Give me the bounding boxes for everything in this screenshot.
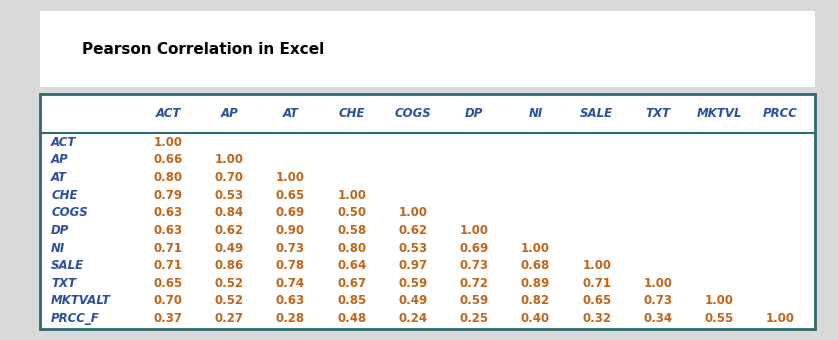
Text: 1.00: 1.00	[705, 294, 734, 307]
Text: AT: AT	[282, 107, 298, 120]
Text: 0.70: 0.70	[215, 171, 244, 184]
Text: 0.62: 0.62	[398, 224, 427, 237]
Text: 1.00: 1.00	[766, 312, 795, 325]
Text: 0.28: 0.28	[276, 312, 305, 325]
Text: 1.00: 1.00	[337, 189, 366, 202]
Text: 0.63: 0.63	[153, 206, 183, 219]
Text: 0.89: 0.89	[521, 277, 550, 290]
Text: 0.65: 0.65	[153, 277, 183, 290]
Text: NI: NI	[529, 107, 543, 120]
Text: 0.73: 0.73	[276, 241, 305, 255]
Text: 0.74: 0.74	[276, 277, 305, 290]
Text: 1.00: 1.00	[582, 259, 611, 272]
Text: 0.49: 0.49	[215, 241, 244, 255]
Text: DP: DP	[51, 224, 70, 237]
Text: 0.84: 0.84	[215, 206, 244, 219]
Text: 0.52: 0.52	[215, 277, 244, 290]
Text: 0.86: 0.86	[215, 259, 244, 272]
Text: 0.82: 0.82	[521, 294, 550, 307]
Text: PRCC_F: PRCC_F	[51, 312, 100, 325]
FancyBboxPatch shape	[40, 11, 815, 87]
Text: 0.69: 0.69	[459, 241, 489, 255]
Text: 0.65: 0.65	[276, 189, 305, 202]
Text: 0.52: 0.52	[215, 294, 244, 307]
Text: 0.63: 0.63	[153, 224, 183, 237]
Text: 0.25: 0.25	[460, 312, 489, 325]
Text: MKTVALT: MKTVALT	[51, 294, 111, 307]
Text: SALE: SALE	[580, 107, 613, 120]
Text: Pearson Correlation in Excel: Pearson Correlation in Excel	[82, 41, 324, 56]
Text: 0.65: 0.65	[582, 294, 612, 307]
Text: 0.32: 0.32	[582, 312, 611, 325]
Text: 0.59: 0.59	[398, 277, 427, 290]
Text: 0.73: 0.73	[460, 259, 489, 272]
Text: MKTVL: MKTVL	[696, 107, 742, 120]
Text: AP: AP	[220, 107, 238, 120]
Text: 0.71: 0.71	[153, 241, 183, 255]
Text: 1.00: 1.00	[521, 241, 550, 255]
Text: COGS: COGS	[395, 107, 432, 120]
Text: 0.64: 0.64	[337, 259, 366, 272]
Text: 0.80: 0.80	[153, 171, 183, 184]
Text: NI: NI	[51, 241, 65, 255]
Text: 0.53: 0.53	[215, 189, 244, 202]
Text: 1.00: 1.00	[399, 206, 427, 219]
Text: 1.00: 1.00	[460, 224, 489, 237]
Text: 0.40: 0.40	[521, 312, 550, 325]
Text: 0.90: 0.90	[276, 224, 305, 237]
Text: 0.68: 0.68	[521, 259, 550, 272]
Text: PRCC: PRCC	[763, 107, 798, 120]
Text: 0.34: 0.34	[644, 312, 673, 325]
Text: COGS: COGS	[51, 206, 88, 219]
Text: AP: AP	[51, 153, 69, 166]
Text: SALE: SALE	[51, 259, 85, 272]
Text: 0.80: 0.80	[337, 241, 366, 255]
Text: 0.49: 0.49	[398, 294, 427, 307]
Text: 1.00: 1.00	[644, 277, 673, 290]
Text: 0.67: 0.67	[337, 277, 366, 290]
Text: 0.70: 0.70	[153, 294, 183, 307]
Text: TXT: TXT	[645, 107, 670, 120]
Text: 0.27: 0.27	[215, 312, 244, 325]
Text: 0.71: 0.71	[582, 277, 611, 290]
Text: 0.37: 0.37	[153, 312, 183, 325]
Text: ACT: ACT	[155, 107, 181, 120]
Text: 0.69: 0.69	[276, 206, 305, 219]
Text: 0.63: 0.63	[276, 294, 305, 307]
Text: 0.53: 0.53	[398, 241, 427, 255]
Text: 0.62: 0.62	[215, 224, 244, 237]
Text: 0.97: 0.97	[398, 259, 427, 272]
FancyBboxPatch shape	[40, 94, 815, 329]
Text: 0.71: 0.71	[153, 259, 183, 272]
Text: CHE: CHE	[339, 107, 365, 120]
Text: 1.00: 1.00	[153, 136, 183, 149]
Text: 0.73: 0.73	[644, 294, 673, 307]
Text: 0.78: 0.78	[276, 259, 305, 272]
Text: 0.24: 0.24	[398, 312, 427, 325]
Text: 0.85: 0.85	[337, 294, 366, 307]
Text: 1.00: 1.00	[276, 171, 305, 184]
Text: CHE: CHE	[51, 189, 78, 202]
Text: 0.58: 0.58	[337, 224, 366, 237]
Text: 0.79: 0.79	[153, 189, 183, 202]
Text: 0.55: 0.55	[705, 312, 734, 325]
Text: 0.66: 0.66	[153, 153, 183, 166]
Text: DP: DP	[465, 107, 484, 120]
Text: TXT: TXT	[51, 277, 76, 290]
Text: ACT: ACT	[51, 136, 76, 149]
Text: AT: AT	[51, 171, 67, 184]
Text: 0.72: 0.72	[460, 277, 489, 290]
Text: 0.48: 0.48	[337, 312, 366, 325]
Text: 0.50: 0.50	[337, 206, 366, 219]
Text: 0.59: 0.59	[459, 294, 489, 307]
Text: 1.00: 1.00	[215, 153, 244, 166]
